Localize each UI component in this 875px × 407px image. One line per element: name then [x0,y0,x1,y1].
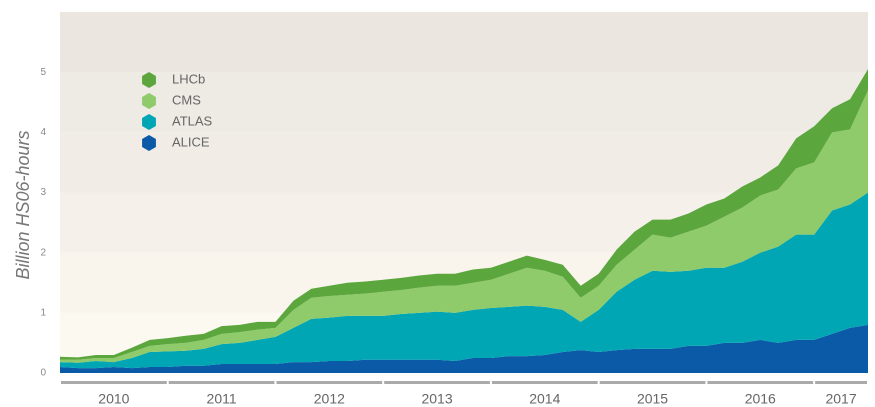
legend-marker [142,72,156,88]
area [60,324,868,373]
year-band [384,381,490,384]
year-band [491,381,598,384]
x-tick-label: 2012 [314,391,345,407]
y-axis-label: Billion HS06-hours [13,130,33,279]
y-tick-label: 3 [40,187,46,198]
x-tick-label: 2013 [421,391,452,407]
background-band [60,72,868,133]
year-band [61,381,167,384]
y-tick-label: 4 [40,127,46,138]
year-band [815,381,867,384]
year-band [707,381,814,384]
area [60,90,868,363]
background-band [60,12,868,73]
x-tick-label: 2010 [98,391,129,407]
x-tick-label: 2015 [637,391,668,407]
legend-label: ALICE [172,134,210,149]
legend-label: CMS [172,92,201,107]
x-tick-label: 2014 [529,391,560,407]
area [60,192,868,369]
legend-label: LHCb [172,71,205,86]
year-band [599,381,706,384]
y-tick-label: 0 [40,368,46,379]
x-tick-label: 2016 [745,391,776,407]
x-tick-label: 2017 [825,391,856,407]
area [60,69,868,360]
legend-marker [142,93,156,109]
year-band [276,381,383,384]
y-tick-label: 1 [40,307,46,318]
y-tick-label: 5 [40,67,46,78]
legend-marker [142,135,156,151]
year-band [168,381,275,384]
legend-marker [142,114,156,130]
y-tick-label: 2 [40,247,46,258]
x-tick-label: 2011 [207,391,237,407]
background-band [60,132,868,193]
legend-label: ATLAS [172,113,213,128]
